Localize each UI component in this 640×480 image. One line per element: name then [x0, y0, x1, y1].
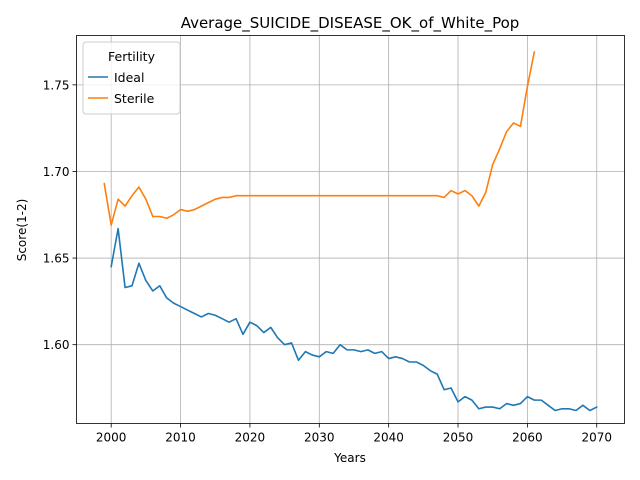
y-tick-label: 1.70 [43, 165, 70, 179]
series-line-ideal [110, 227, 598, 412]
legend-title: Fertility [108, 49, 156, 64]
legend: Fertility Ideal Sterile [82, 41, 181, 115]
series-lines [103, 51, 598, 412]
plot-frame [76, 35, 625, 424]
legend-box [82, 41, 181, 115]
axis-ticks: 2000 2010 2020 2030 2040 2050 2060 2070 1.60 1.65… [43, 78, 612, 444]
x-axis-label: Years [333, 451, 366, 465]
x-tick-label: 2010 [165, 431, 196, 445]
x-tick-label: 2050 [443, 431, 474, 445]
y-axis-label: Score(1-2) [15, 199, 29, 262]
legend-label-sterile: Sterile [114, 91, 155, 106]
chart-title: Average_SUICIDE_DISEASE_OK_of_White_Pop [181, 14, 520, 33]
x-tick-label: 2020 [235, 431, 266, 445]
y-tick-label: 1.75 [43, 78, 70, 92]
y-tick-label: 1.60 [43, 338, 70, 352]
grid [76, 35, 625, 424]
x-tick-label: 2030 [304, 431, 335, 445]
legend-label-ideal: Ideal [114, 70, 144, 85]
x-tick-label: 2040 [373, 431, 404, 445]
x-tick-label: 2070 [581, 431, 612, 445]
y-tick-label: 1.65 [43, 252, 70, 266]
x-tick-label: 2000 [96, 431, 127, 445]
x-tick-label: 2060 [512, 431, 543, 445]
series-line-sterile [103, 51, 536, 226]
